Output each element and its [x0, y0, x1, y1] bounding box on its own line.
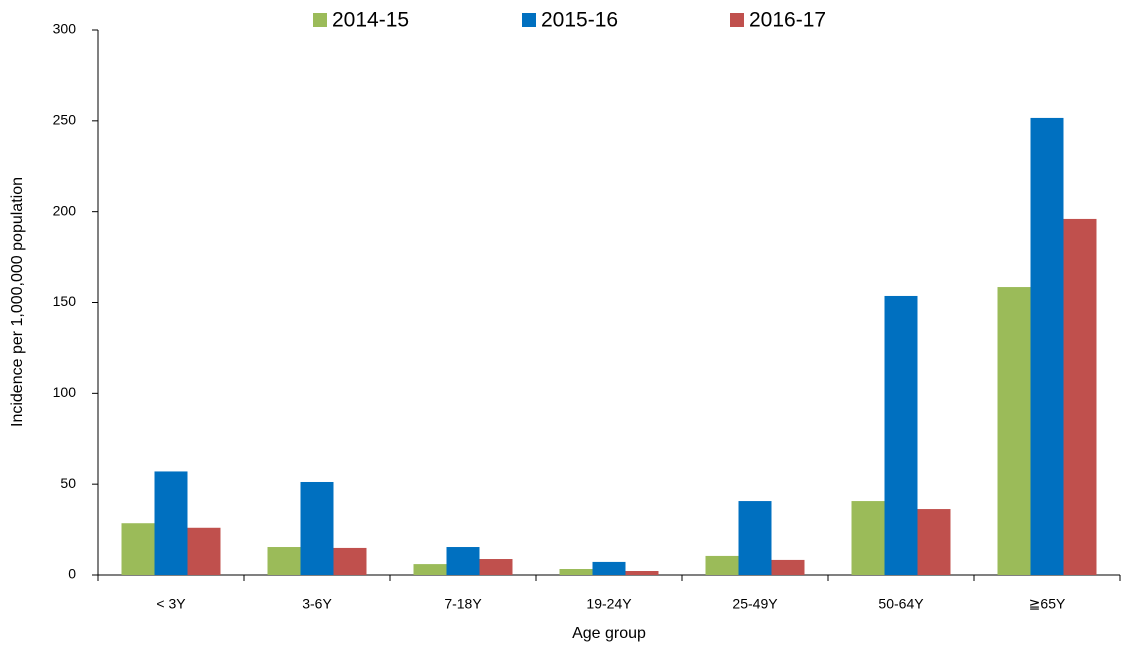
x-tick-label: 7-18Y [444, 596, 482, 612]
bar [154, 471, 188, 575]
bar [300, 481, 334, 575]
x-tick-label: ≧65Y [1029, 596, 1066, 612]
legend-swatch [730, 13, 744, 27]
bar [917, 509, 951, 575]
bar [121, 523, 155, 575]
legend-swatch [313, 13, 327, 27]
bar [771, 559, 805, 575]
y-tick-label: 200 [53, 202, 77, 218]
x-tick-label: < 3Y [156, 596, 186, 612]
bar [413, 564, 447, 575]
x-tick-label: 50-64Y [878, 596, 924, 612]
x-tick-label: 3-6Y [302, 596, 332, 612]
bar [625, 571, 659, 575]
bar [997, 287, 1031, 575]
bar [1030, 117, 1064, 575]
bar [884, 295, 918, 575]
bar [559, 569, 593, 575]
bar [705, 555, 739, 575]
legend-swatch [522, 13, 536, 27]
bar [851, 501, 885, 575]
x-tick-label: 25-49Y [732, 596, 778, 612]
legend-label: 2016-17 [749, 9, 826, 32]
legend-label: 2014-15 [332, 9, 409, 32]
bar [333, 547, 367, 575]
y-tick-label: 100 [53, 384, 77, 400]
bar [446, 547, 480, 575]
y-axis-title: Incidence per 1,000,000 population [9, 177, 26, 427]
x-tick-label: 19-24Y [586, 596, 632, 612]
y-tick-label: 50 [60, 475, 76, 491]
x-axis-title: Age group [572, 625, 646, 642]
y-tick-label: 250 [53, 112, 77, 128]
y-tick-label: 150 [53, 293, 77, 309]
bar [1063, 218, 1097, 575]
bar [267, 547, 301, 575]
bar [479, 559, 513, 575]
legend-label: 2015-16 [541, 9, 618, 32]
bar [187, 527, 221, 575]
bar [592, 561, 626, 575]
bar [738, 501, 772, 575]
y-tick-label: 0 [68, 566, 76, 582]
y-tick-label: 300 [53, 21, 77, 37]
